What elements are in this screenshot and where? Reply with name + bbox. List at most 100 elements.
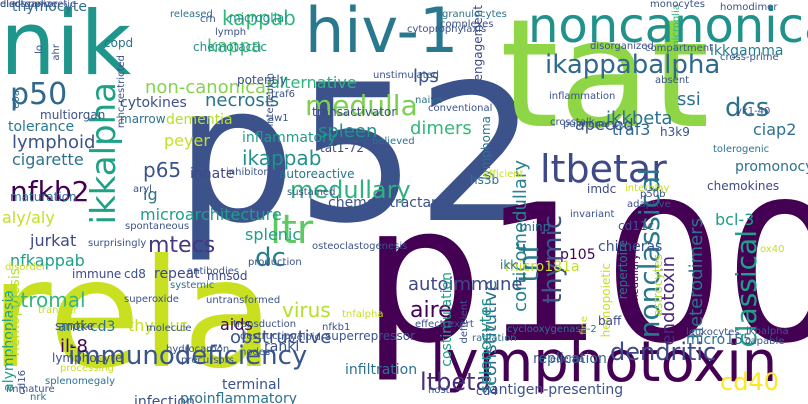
word-efficient: efficient <box>483 169 524 180</box>
word-hiv-1: hiv-1 <box>305 0 459 67</box>
word-microarchitecture: microarchitecture <box>140 205 282 224</box>
word-necrosis: necrosis <box>205 90 280 111</box>
word-cyclooxygenase-2: cyclooxygenase-2 <box>507 324 597 335</box>
word-homodimer: homodimer <box>720 2 778 13</box>
word-ciap2: ciap2 <box>753 120 797 139</box>
word-medulla: medulla <box>305 89 418 122</box>
word-kappa: kappa <box>207 36 263 57</box>
word-minp: minp <box>520 220 551 234</box>
word-interplay: interplay <box>625 183 670 194</box>
word-cd11c: cd11c <box>618 219 655 233</box>
word-superrepressor: superrepressor <box>325 329 416 343</box>
word-deficient: deficient <box>459 300 470 344</box>
word-chimeras: chimeras <box>598 239 663 255</box>
word-microglial: microglial <box>229 11 288 25</box>
word-mnsod: mnsod <box>207 269 248 283</box>
word-thymocyte: thymocyte <box>12 0 87 15</box>
word-alternative: alternative <box>270 73 357 92</box>
word-transfer: transfer <box>38 305 78 316</box>
word-capable: capable <box>745 336 785 347</box>
word-obstructive: obstructive <box>230 327 332 348</box>
word-chemokines: chemokines <box>707 179 780 193</box>
word-cd8: cd8 <box>124 267 146 281</box>
word-disorganized: disorganized <box>590 41 654 52</box>
word-lymphoid: lymphoid <box>12 132 96 153</box>
word-naive: naive <box>415 95 443 106</box>
word-destruction: destruction <box>240 331 297 342</box>
word-ikappabalpha: ikappabalpha <box>545 50 721 80</box>
word-nfkb2: nfkb2 <box>10 175 90 208</box>
word-ikkgamma: ikkgamma <box>710 43 784 59</box>
word-tnfalpha: tnfalpha <box>342 309 384 320</box>
word-hydrocarbon: hydrocarbon <box>166 344 230 355</box>
word-antigen-presenting: antigen-presenting <box>490 382 624 398</box>
word-spleen: spleen <box>318 121 378 142</box>
word-disorder: disorder <box>5 262 47 273</box>
word-immature: immature <box>6 384 55 395</box>
word-baff: baff <box>598 314 622 328</box>
word-inflammation: inflammation <box>549 91 616 102</box>
word-fine: fine <box>579 316 590 335</box>
word-nrk: nrk <box>30 392 47 403</box>
word-anti-cd3: anti-cd3 <box>58 319 116 335</box>
word-ox40: ox40 <box>760 244 785 255</box>
word-aw1: aw1 <box>268 113 289 124</box>
word-p100: p100 <box>362 164 808 385</box>
word-believed: believed <box>372 136 415 147</box>
word-pulmonary: pulmonary <box>563 119 617 130</box>
word-spontaneous: spontaneous <box>125 221 190 232</box>
word-proinflammatory: proinflammatory <box>180 391 298 404</box>
word-micro155: micro155 <box>686 332 752 348</box>
word-mhc-restricted: mhc-restricted <box>116 55 127 129</box>
word-astrocytes: astrocytes <box>651 254 665 317</box>
word-h3k9: h3k9 <box>660 125 690 139</box>
word-repeat: repeat <box>154 266 200 282</box>
word-sustained: sustained <box>287 187 336 198</box>
word-transduction: transduction <box>233 319 297 330</box>
word-infection: infection <box>134 394 195 404</box>
word-lps: lps <box>413 66 439 87</box>
word-lo: lo <box>34 45 45 54</box>
word-complexes: complexes <box>440 19 494 30</box>
word-electrophoretic: electrophoretic <box>0 0 76 10</box>
word-rankl: rankl <box>264 339 300 355</box>
word-crh: crh <box>200 14 216 25</box>
word-ltr: ltr <box>270 207 314 253</box>
word-autoreactive: autoreactive <box>279 167 355 181</box>
word-promonocyte: promonocyte <box>735 159 808 175</box>
word-peyer: peyer <box>164 131 210 150</box>
word-immunodeficiency: immunodeficiency <box>68 341 308 371</box>
word-crosstalk: crosstalk <box>550 117 595 128</box>
word-thymus: thymus <box>128 316 188 335</box>
word-chemoattractant: chemoattractant <box>328 195 446 211</box>
word-imdc: imdc <box>587 182 617 196</box>
word-radiation: radiation <box>472 333 517 344</box>
word-rela: rela <box>0 228 275 402</box>
word-traf3: traf3 <box>612 120 651 139</box>
word-ig: ig <box>143 185 158 204</box>
word-terminal: terminal <box>222 377 281 393</box>
word-nfkb1: nfkb1 <box>322 322 351 333</box>
word-virus: virus <box>282 298 331 322</box>
word-kappab: kappab <box>222 6 296 30</box>
word-inflammatory: inflammatory <box>242 130 337 146</box>
word-host: host <box>428 385 450 396</box>
word-innate: innate <box>190 166 235 182</box>
word-unstimulated: unstimulated <box>373 70 439 81</box>
word-lymphotoxin: lymphotoxin <box>430 330 778 395</box>
word-dendritic: dendritic <box>610 338 717 366</box>
word-processing: processing <box>60 363 114 374</box>
word-production: production <box>248 257 302 268</box>
word-repertoire: repertoire <box>616 240 630 300</box>
word-cd16: cd16 <box>17 370 28 395</box>
word-myeloid: myeloid <box>281 332 321 343</box>
word-osteoclastogenesis: osteoclastogenesis <box>312 241 408 252</box>
word-p50: p50 <box>10 77 68 112</box>
word-noncanonical: noncanonical <box>528 0 808 54</box>
word-dc: dc <box>255 243 286 273</box>
word-splenomegaly: splenomegaly <box>45 376 116 387</box>
word-e0a: e0a <box>11 90 22 109</box>
word-absent: absent <box>655 75 690 86</box>
word-ahr: ahr <box>51 44 62 61</box>
